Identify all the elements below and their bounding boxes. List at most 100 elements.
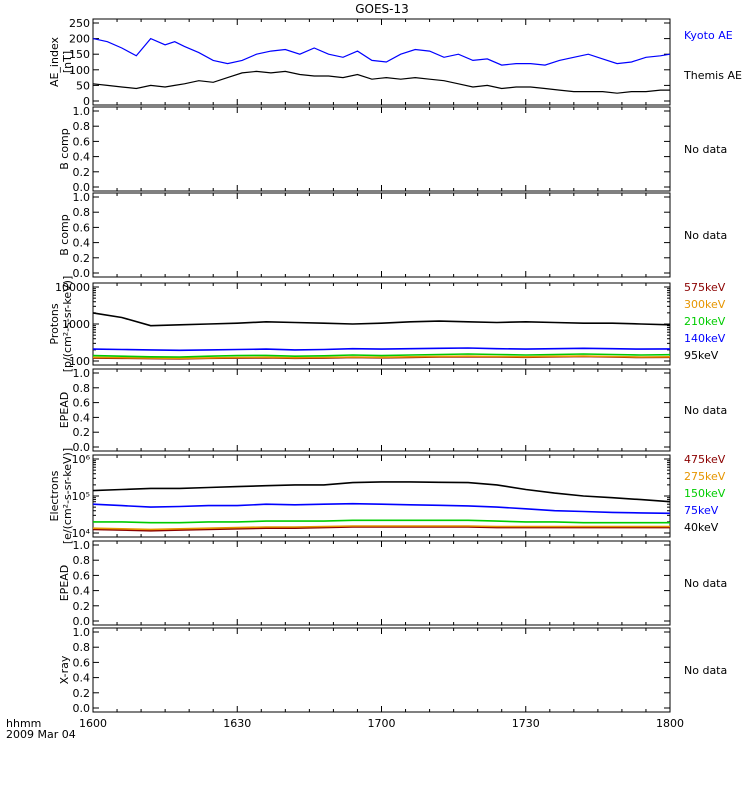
y-axis-label: B comp [58, 214, 71, 256]
y-axis-label: [e/(cm²-s-sr-keV)] [61, 448, 74, 544]
legend-entry: 210keV [684, 315, 726, 328]
series-line-95kev [92, 312, 671, 327]
y-tick-label: 0.6 [73, 569, 91, 582]
y-tick-label: 0.2 [73, 166, 91, 179]
y-tick-label: 10000 [55, 281, 90, 294]
y-tick-label: 0.8 [73, 382, 91, 395]
y-tick-label: 0.6 [73, 397, 91, 410]
y-tick-label: 0.4 [73, 585, 91, 598]
y-tick-label: 0.2 [73, 600, 91, 613]
legend-entry: 140keV [684, 332, 726, 345]
legend-entry: 475keV [684, 453, 726, 466]
y-tick-label: 0.8 [73, 206, 91, 219]
legend-entry: Themis AE [683, 69, 742, 82]
y-tick-label: 50 [76, 79, 90, 92]
x-tick-label: 1630 [223, 717, 251, 730]
y-tick-label: 10⁶ [72, 453, 91, 466]
y-tick-label: 0.0 [73, 441, 91, 454]
y-tick-label: 250 [69, 17, 90, 30]
series-line-150kev [93, 519, 670, 524]
y-tick-label: 1000 [62, 318, 90, 331]
y-tick-label: 0.6 [73, 221, 91, 234]
x-tick-label: 1700 [368, 717, 396, 730]
y-tick-label: 1.0 [73, 105, 91, 118]
plot-title: GOES-13 [355, 2, 409, 16]
time-axis-row-label: hhmm [6, 717, 41, 730]
y-tick-label: 0.2 [73, 687, 91, 700]
y-tick-label: 0.6 [73, 656, 91, 669]
y-tick-label: 0.8 [73, 120, 91, 133]
y-tick-label: 0.4 [73, 237, 91, 250]
y-tick-label: 10⁵ [72, 490, 90, 503]
x-tick-label: 1600 [79, 717, 107, 730]
series-line-210kev [92, 353, 671, 358]
series-line-themis-ae [92, 70, 670, 94]
y-tick-label: 0.2 [73, 426, 91, 439]
panel-3: 0.0 0.2 0.4 0.6 0.8 1.0B comp No data [58, 191, 727, 280]
series-line-140kev [92, 347, 671, 352]
legend-entry: 95keV [684, 349, 719, 362]
y-tick-label: 0.0 [73, 615, 91, 628]
y-tick-label: 0.8 [73, 641, 91, 654]
no-data-label: No data [684, 229, 727, 242]
y-tick-label: 0.6 [73, 135, 91, 148]
y-tick-label: 200 [69, 33, 90, 46]
panel-frame [92, 627, 671, 713]
y-axis-label: Protons [48, 303, 61, 344]
no-data-label: No data [684, 404, 727, 417]
y-tick-label: 0.4 [73, 672, 91, 685]
y-tick-label: 0.0 [73, 267, 91, 280]
series-line-75kev [92, 502, 671, 515]
no-data-label: No data [684, 577, 727, 590]
y-tick-label: 0.2 [73, 252, 91, 265]
y-axis-label: X-ray [58, 655, 71, 684]
y-tick-label: 0.4 [73, 151, 91, 164]
series-line-275kev [92, 525, 670, 531]
series-line-kyoto-ae [92, 37, 671, 66]
legend-entry: 275keV [684, 470, 726, 483]
y-axis-label: [nT] [61, 51, 74, 73]
y-tick-label: 100 [69, 64, 90, 77]
y-tick-label: 0.0 [73, 702, 91, 715]
panel-frame [92, 106, 671, 192]
panel-8: 0.0 0.2 0.4 0.6 0.8 1.0 X-ray No data [58, 626, 727, 715]
y-axis-label: B comp [58, 128, 71, 170]
time-axis: hhmm 2009 Mar 04 1600 1630 1700 1730 1800 [6, 717, 684, 741]
y-axis-label: AE_index [48, 36, 61, 87]
panel-1: 0 50 100 150 200 250 AE_index [nT] Kyoto AE Themi… [48, 17, 742, 108]
legend-entry: Kyoto AE [684, 29, 733, 42]
y-axis-label: [p/(cm²-s-sr-keV)] [61, 276, 74, 373]
y-tick-label: 10⁴ [72, 527, 91, 540]
y-tick-label: 150 [69, 48, 90, 61]
y-tick-label: 1.0 [73, 539, 91, 552]
series-line-300kev [92, 355, 671, 360]
y-tick-label: 1.0 [73, 191, 91, 204]
legend-entry: 150keV [684, 487, 726, 500]
panel-frame [92, 368, 671, 452]
y-tick-label: 0 [83, 95, 90, 108]
panel-6: 10⁴ 10⁵ 10⁶ Electrons [e/(cm²-s-sr-keV)] 475k… [48, 448, 726, 544]
no-data-label: No data [684, 143, 727, 156]
series-line-475kev [92, 526, 670, 532]
y-axis-label: EPEAD [58, 565, 71, 602]
x-tick-label: 1800 [656, 717, 684, 730]
x-tick-label: 1730 [512, 717, 540, 730]
y-tick-label: 1.0 [73, 367, 91, 380]
panel-2: 0.0 0.2 0.4 0.6 0.8 1.0B comp No data [58, 105, 727, 194]
no-data-label: No data [684, 664, 727, 677]
y-tick-label: 0.4 [73, 411, 91, 424]
legend-entry: 575keV [684, 281, 726, 294]
legend-entry: 75keV [684, 504, 719, 517]
y-axis-label: EPEAD [58, 392, 71, 429]
time-axis-date-label: 2009 Mar 04 [6, 728, 76, 741]
y-axis-label: Electrons [48, 470, 61, 521]
panels: 0 50 100 150 200 250 AE_index [nT] Kyoto AE Themi… [48, 17, 742, 715]
legend-entry: 40keV [684, 521, 719, 534]
y-tick-label: 1.0 [73, 626, 91, 639]
panel-frame [92, 192, 671, 278]
y-tick-label: 100 [69, 355, 90, 368]
